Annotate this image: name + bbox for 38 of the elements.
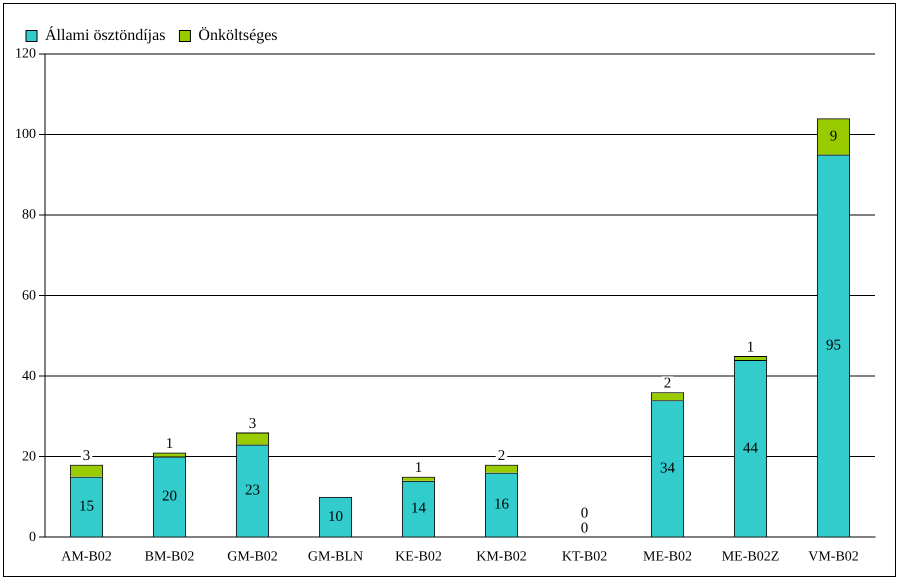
x-tick-label: GM-B02: [227, 549, 278, 564]
data-label: 2: [498, 448, 506, 464]
x-tick-label: VM-B02: [808, 549, 859, 564]
data-label: 3: [248, 416, 256, 432]
y-tick-label: 0: [29, 530, 36, 545]
data-label: 20: [162, 488, 177, 505]
legend-label: Önköltséges: [198, 27, 278, 44]
data-label: 15: [79, 498, 94, 515]
data-label: 10: [328, 508, 343, 525]
y-tick-label: 100: [15, 127, 36, 142]
data-label: 2: [664, 376, 672, 392]
data-label: 1: [166, 436, 174, 452]
y-tick-label: 120: [15, 46, 36, 62]
data-label: 95: [826, 338, 841, 354]
x-tick-label: KE-B02: [395, 549, 442, 564]
y-tick-label: 20: [22, 449, 36, 464]
legend-label: Állami ösztöndíjas: [45, 26, 166, 44]
data-label: 23: [245, 482, 260, 499]
x-tick-label: KT-B02: [562, 549, 608, 564]
x-tick-label: GM-BLN: [308, 549, 364, 564]
x-tick-label: AM-B02: [61, 549, 112, 564]
y-tick-label: 60: [22, 288, 36, 304]
data-label: 0: [580, 506, 588, 522]
x-tick-label: BM-B02: [144, 549, 194, 564]
y-tick-label: 80: [22, 208, 36, 223]
data-label: 34: [660, 460, 676, 476]
data-label: 14: [411, 500, 426, 517]
data-label: 16: [494, 496, 510, 513]
x-tick-label: ME-B02Z: [722, 549, 780, 564]
data-label: 9: [830, 128, 838, 144]
data-label: 3: [82, 448, 90, 464]
x-tick-label: ME-B02: [643, 549, 692, 564]
x-tick-label: KM-B02: [476, 549, 527, 564]
data-label: 44: [743, 440, 758, 456]
data-label: 1: [414, 460, 422, 476]
data-label: 1: [746, 339, 754, 356]
y-tick-label: 40: [22, 368, 36, 384]
data-label: 0: [580, 520, 588, 537]
